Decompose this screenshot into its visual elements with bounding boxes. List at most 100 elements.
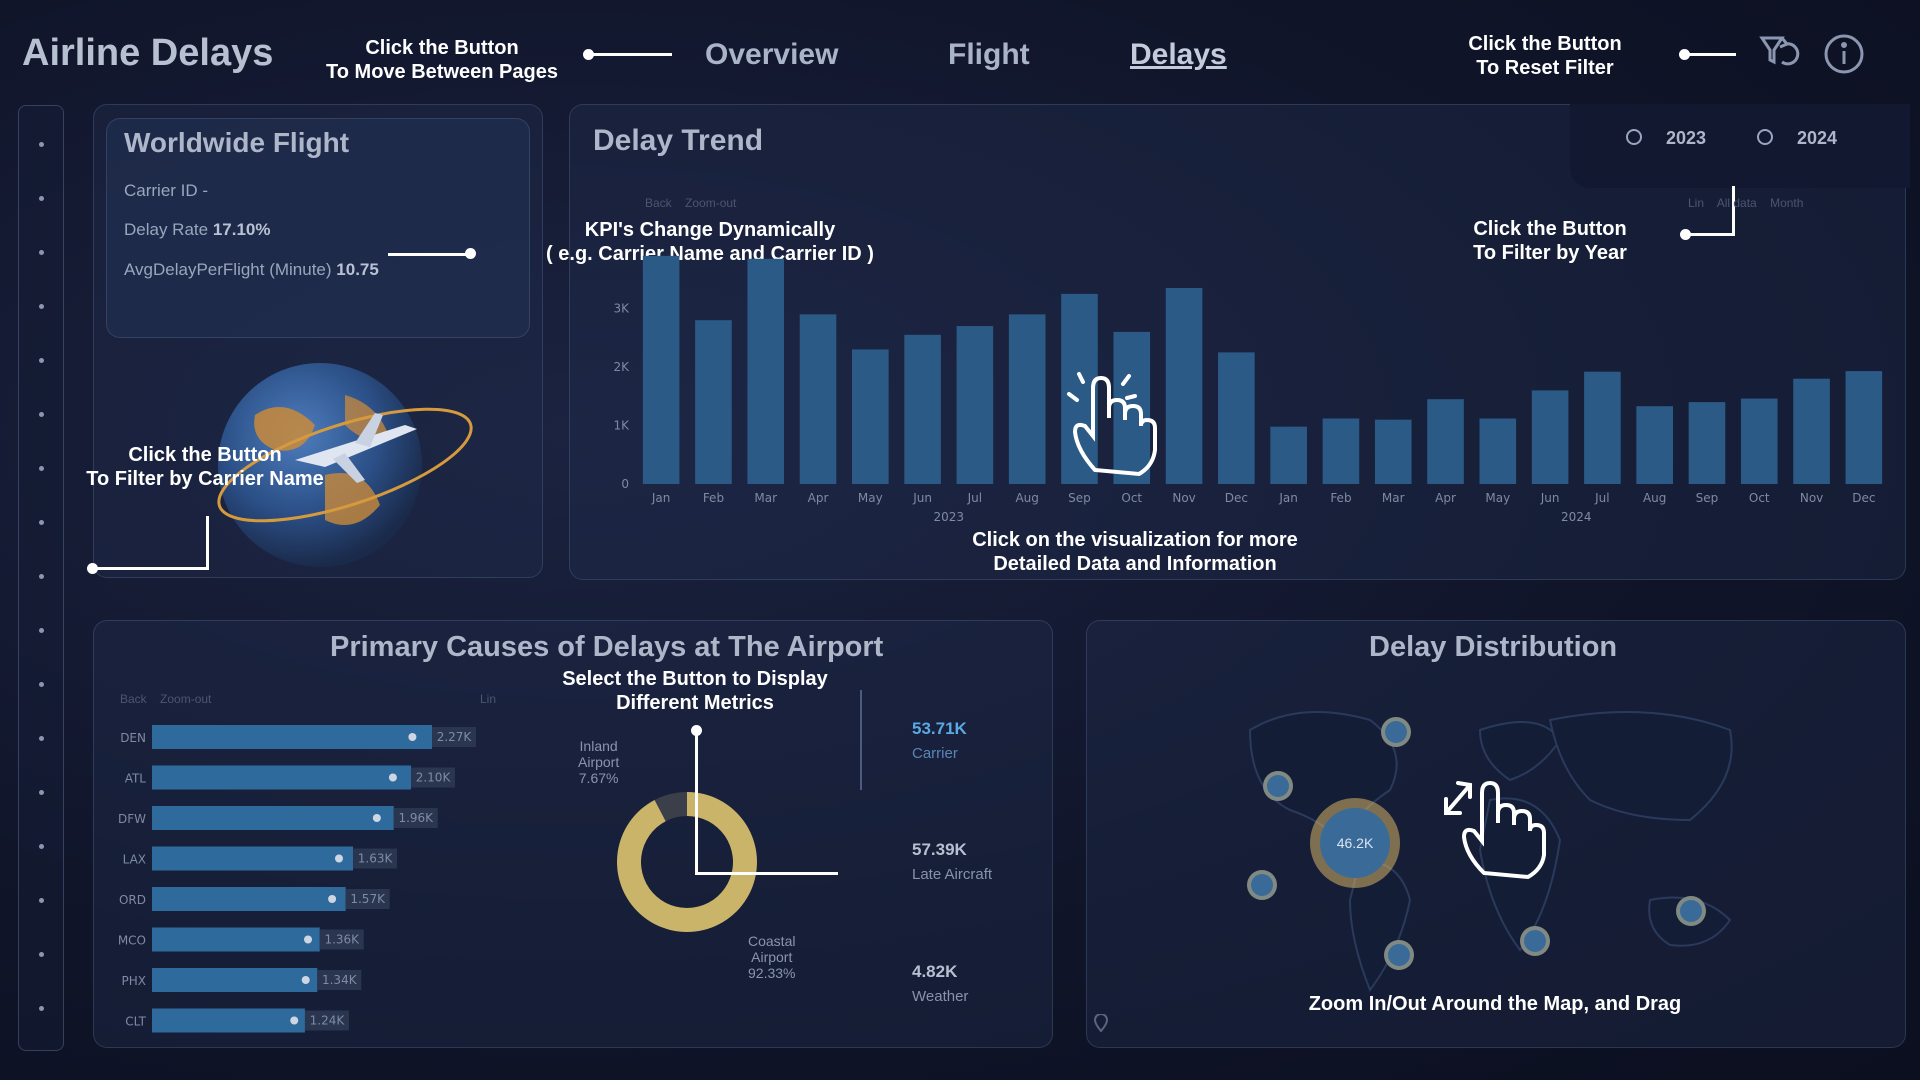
sidebar-item[interactable] [39, 574, 44, 579]
trend-bar[interactable] [1270, 426, 1307, 484]
trend-bar[interactable] [1218, 352, 1255, 484]
back-button[interactable]: Back [645, 196, 672, 210]
sidebar-item[interactable] [39, 196, 44, 201]
sidebar-item[interactable] [39, 304, 44, 309]
delay-trend-chart[interactable]: 0 1K 2K 3K Jan Feb Mar Apr May Jun Jul Aug Sep Oct Nov… [600, 240, 1900, 540]
airport-bar[interactable] [152, 806, 394, 830]
lin-button[interactable]: Lin [1688, 196, 1705, 210]
airport-value-label: 2.27K [437, 730, 473, 744]
trend-bar[interactable] [1165, 288, 1203, 484]
sidebar-item[interactable] [39, 250, 44, 255]
donut-slice[interactable] [617, 792, 757, 932]
sidebar-item[interactable] [39, 1006, 44, 1011]
sidebar-item[interactable] [39, 358, 44, 363]
trend-bar[interactable] [852, 349, 889, 484]
trend-bar[interactable] [1740, 398, 1778, 484]
trend-bar[interactable] [747, 258, 785, 484]
avg-delay: AvgDelayPerFlight (Minute) 10.75 [124, 260, 379, 280]
trend-bar[interactable] [1374, 419, 1412, 484]
info-icon[interactable] [1822, 32, 1866, 76]
year-2023-radio[interactable] [1626, 129, 1642, 150]
x-tick-label: Mar [754, 491, 777, 505]
map-bubble[interactable] [1263, 771, 1293, 801]
x-tick-label: Jul [1594, 491, 1609, 505]
trend-bar[interactable] [1845, 371, 1883, 484]
sidebar-item[interactable] [39, 898, 44, 903]
sidebar-item[interactable] [39, 736, 44, 741]
sidebar-item[interactable] [39, 628, 44, 633]
map-bubble[interactable] [1520, 926, 1550, 956]
metric-late-aircraft[interactable]: 57.39K Late Aircraft [912, 840, 992, 883]
trend-bar[interactable] [1427, 399, 1464, 484]
year-2023-label[interactable]: 2023 [1666, 128, 1707, 148]
map-bubble-main[interactable]: 46.2K [1310, 798, 1400, 888]
coastal-label: Coastal Airport 92.33% [748, 933, 795, 981]
trend-bar[interactable] [642, 255, 680, 484]
trend-bar[interactable] [1584, 371, 1621, 484]
year-2024-label[interactable]: 2024 [1797, 128, 1838, 148]
map-bubble[interactable] [1247, 870, 1277, 900]
trend-bar[interactable] [1636, 406, 1673, 484]
airport-bar[interactable] [152, 725, 432, 749]
map-bubble[interactable] [1381, 717, 1411, 747]
airport-bar-chart[interactable]: DEN 2.27K ATL 2.10K DFW 1.96K LAX 1.63K ORD 1.57K… [110, 715, 530, 1045]
carrier-note-line1: Click the Button [128, 444, 282, 466]
trend-bar[interactable] [1008, 314, 1046, 484]
trend-bar[interactable] [904, 334, 941, 484]
trend-bar[interactable] [956, 326, 994, 484]
trend-bar[interactable] [799, 314, 837, 484]
sidebar-item[interactable] [39, 466, 44, 471]
causes-zoom-out-button[interactable]: Zoom-out [160, 692, 212, 706]
trend-bar[interactable] [1688, 402, 1726, 484]
viz-note-line1: Click on the visualization for more [972, 529, 1298, 551]
airport-value-label: 2.10K [416, 771, 452, 785]
airport-type-donut[interactable] [600, 775, 775, 950]
causes-back-button[interactable]: Back [120, 692, 147, 706]
sidebar-item[interactable] [39, 682, 44, 687]
year-filter-area [1570, 104, 1910, 188]
distribution-title: Delay Distribution [1369, 631, 1618, 663]
metric-carrier[interactable]: 53.71K Carrier [912, 719, 967, 762]
radio-icon[interactable] [1626, 129, 1642, 145]
reset-filter-icon[interactable] [1758, 32, 1802, 76]
map-bubble[interactable] [1676, 896, 1706, 926]
map-pin-icon[interactable] [1093, 1013, 1109, 1037]
sidebar-item[interactable] [39, 790, 44, 795]
sidebar-item[interactable] [39, 412, 44, 417]
x-tick-label: Apr [1435, 491, 1456, 505]
airport-bar[interactable] [152, 1008, 305, 1033]
sidebar-item[interactable] [39, 952, 44, 957]
radio-icon[interactable] [1757, 129, 1773, 145]
sidebar-item[interactable] [39, 844, 44, 849]
tab-overview[interactable]: Overview [705, 38, 839, 71]
tab-flight[interactable]: Flight [948, 38, 1030, 71]
airport-bar[interactable] [152, 968, 318, 992]
airport-bar[interactable] [152, 887, 346, 911]
airport-bar[interactable] [152, 765, 412, 790]
trend-bar[interactable] [695, 320, 732, 484]
metric-note-line2: Different Metrics [616, 692, 774, 714]
map-bubble[interactable] [1384, 940, 1414, 970]
airport-bar[interactable] [152, 927, 320, 952]
airport-bar[interactable] [152, 846, 354, 871]
trend-bar[interactable] [1531, 390, 1569, 484]
airport-marker [328, 895, 337, 903]
tab-delays[interactable]: Delays [1130, 38, 1227, 71]
causes-lin-button[interactable]: Lin [480, 692, 497, 706]
trend-bar[interactable] [1793, 378, 1830, 484]
donut-slice[interactable] [654, 792, 687, 822]
all-data-dropdown[interactable]: All data [1716, 196, 1757, 210]
sidebar-item[interactable] [39, 520, 44, 525]
month-dropdown[interactable]: Month [1770, 196, 1804, 210]
airport-value-label: 1.63K [358, 852, 394, 866]
airport-label: PHX [122, 974, 146, 988]
x-tick-label: Jan [1278, 491, 1298, 505]
year-2024-radio[interactable] [1757, 129, 1773, 150]
trend-bar[interactable] [1479, 418, 1517, 484]
zoom-out-button[interactable]: Zoom-out [685, 196, 737, 210]
globe-plane-image[interactable] [205, 355, 475, 575]
x-tick-label: Aug [1015, 491, 1038, 505]
trend-bar[interactable] [1322, 418, 1360, 484]
sidebar-item[interactable] [39, 142, 44, 147]
metric-weather[interactable]: 4.82K Weather [912, 962, 968, 1005]
